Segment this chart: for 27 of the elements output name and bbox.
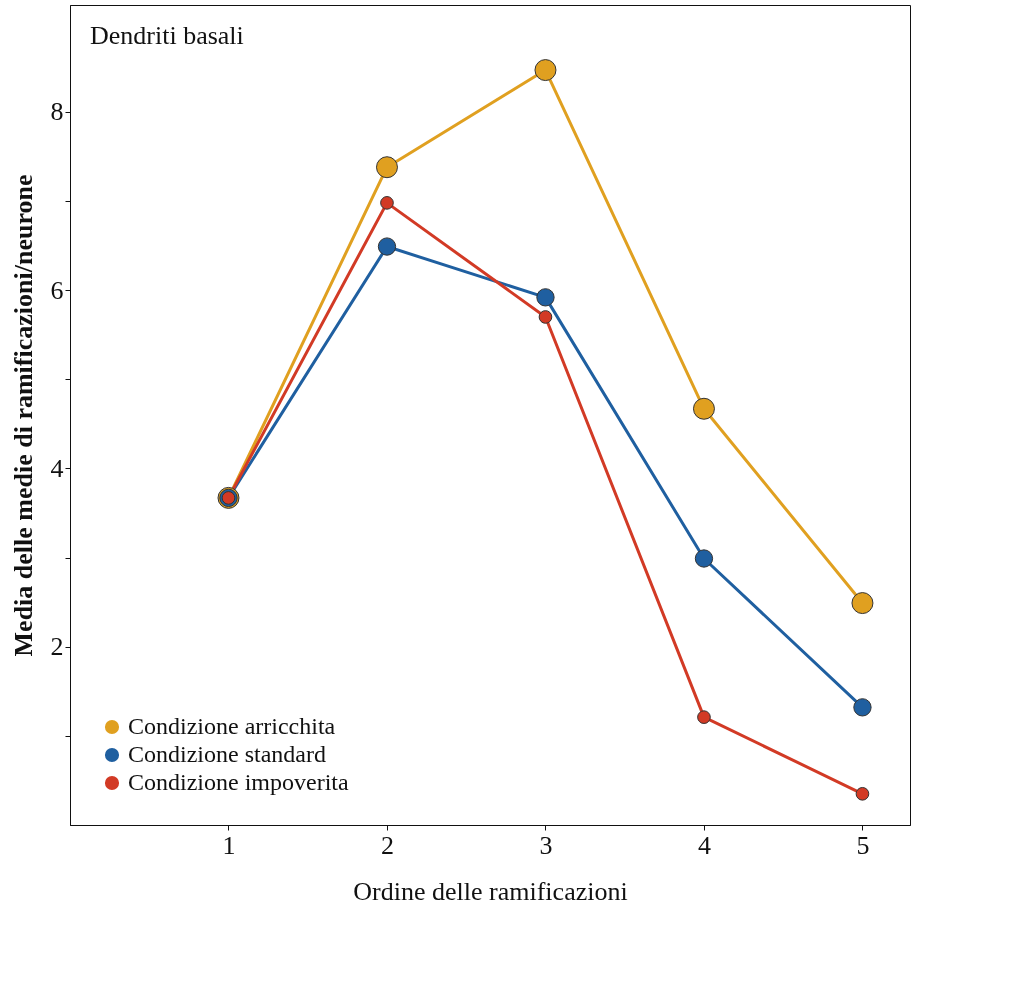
x-tick-label: 4 <box>697 830 711 860</box>
point <box>538 310 553 324</box>
point <box>697 710 711 724</box>
point <box>375 156 398 179</box>
point <box>853 698 872 717</box>
x-tick-label: 5 <box>856 830 870 860</box>
x-tick-label: 1 <box>222 830 236 860</box>
point <box>692 397 715 420</box>
point <box>534 59 557 82</box>
point <box>380 196 394 210</box>
point <box>377 237 397 256</box>
point <box>851 592 874 615</box>
text: Dendriti basali <box>90 21 244 50</box>
legend-label: Condizione standard <box>128 741 326 767</box>
y-axis-title: Media delle medie di ramificazioni/neurone <box>8 174 38 657</box>
legend-label: Condizione impoverita <box>128 769 349 795</box>
x-tick-label: 2 <box>380 830 394 860</box>
x-axis-title: Ordine delle ramificazioni <box>353 876 628 906</box>
point <box>855 786 870 801</box>
x-tick-label: 3 <box>539 830 553 860</box>
point <box>536 288 555 307</box>
y-tick-label: 6 <box>50 275 64 305</box>
point <box>694 549 714 568</box>
legend-label: Condizione arricchita <box>128 713 336 739</box>
y-tick-label: 8 <box>50 97 64 127</box>
y-tick-label: 2 <box>50 632 64 662</box>
y-tick-label: 4 <box>50 453 64 483</box>
